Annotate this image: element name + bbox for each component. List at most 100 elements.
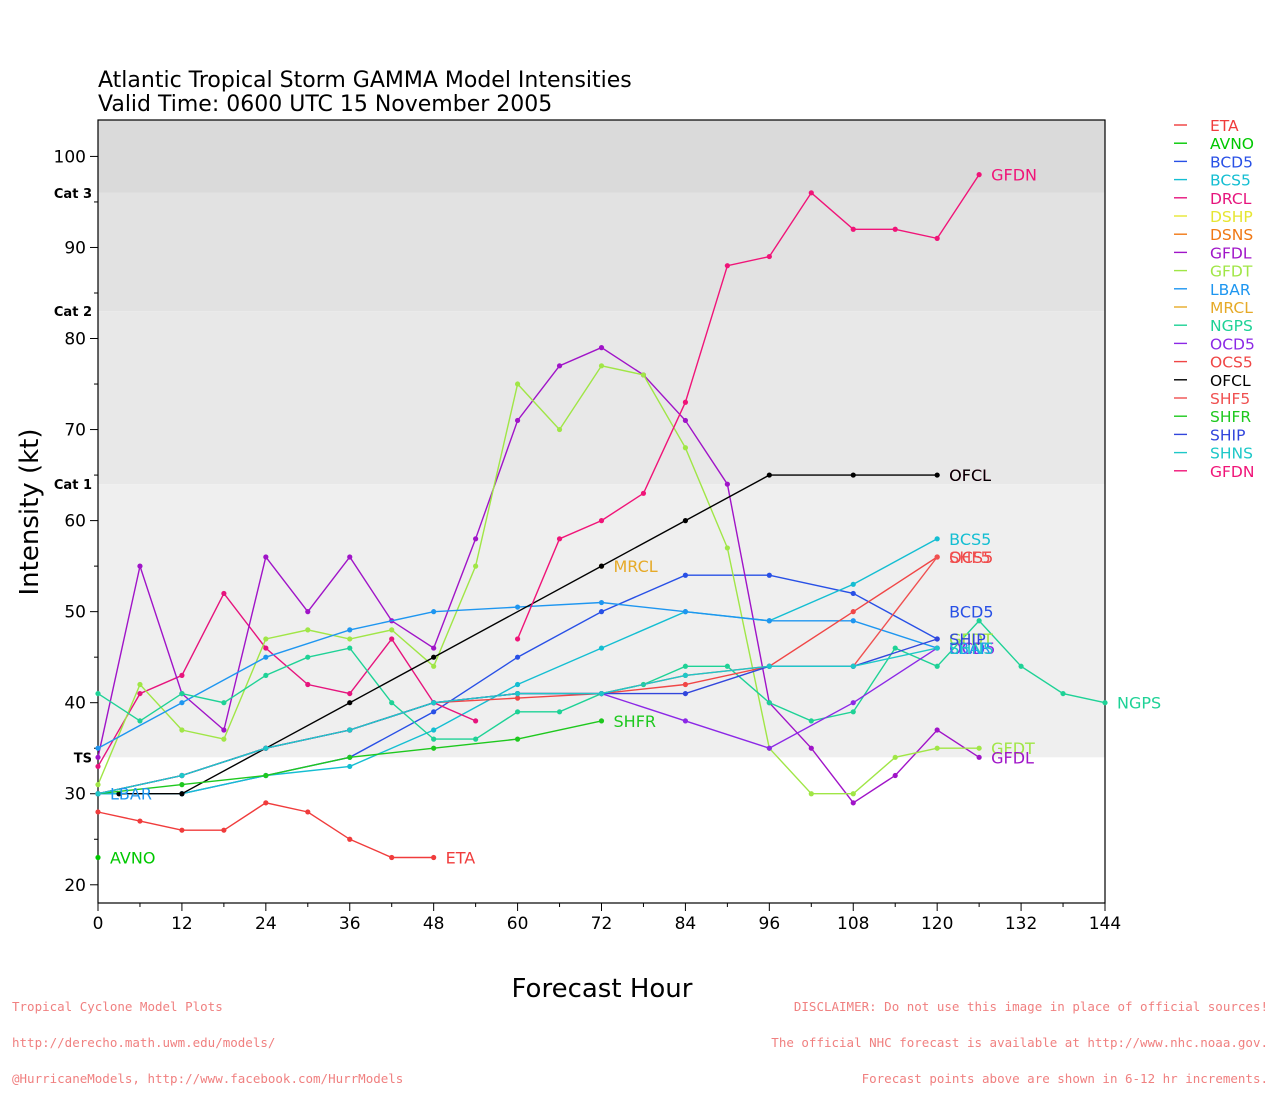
data-point xyxy=(808,718,814,724)
data-point xyxy=(95,690,101,697)
data-point xyxy=(431,663,437,669)
data-point xyxy=(389,854,395,861)
data-point xyxy=(347,636,353,642)
data-point xyxy=(263,672,269,678)
legend-item-label: OCD5 xyxy=(1210,335,1255,353)
series-end-label: OCD5 xyxy=(949,639,995,658)
data-point xyxy=(934,536,940,542)
data-point xyxy=(389,700,395,706)
data-point xyxy=(850,791,856,797)
legend-item-label: LBAR xyxy=(1210,281,1251,299)
legend-item-label: ETA xyxy=(1210,117,1239,135)
legend-item-label: DSHP xyxy=(1210,208,1253,226)
data-point xyxy=(850,618,856,624)
data-point xyxy=(682,609,689,615)
series-end-label: NGPS xyxy=(1117,694,1161,713)
series-end-label: SHFR xyxy=(614,712,657,731)
model-series xyxy=(95,172,1108,861)
data-point xyxy=(766,618,772,624)
series-shns xyxy=(95,645,940,797)
series-end-label: SHF5 xyxy=(949,548,991,567)
legend-item-label: GFDL xyxy=(1210,244,1252,262)
data-point xyxy=(1060,690,1066,697)
data-point xyxy=(263,636,269,642)
category-band xyxy=(98,484,1105,758)
y-tick-label: 80 xyxy=(64,330,86,350)
data-point xyxy=(221,590,227,597)
data-point xyxy=(347,645,353,651)
y-tick-label: 90 xyxy=(64,238,86,258)
legend-item-label: BCS5 xyxy=(1210,172,1251,190)
footer-credits-line[interactable]: http://derecho.math.uwm.edu/models/ xyxy=(12,1035,276,1050)
data-point xyxy=(892,645,898,651)
data-point xyxy=(598,363,605,369)
footer-disclaimer-line[interactable]: The official NHC forecast is available a… xyxy=(771,1035,1268,1050)
data-point xyxy=(850,800,856,806)
data-point xyxy=(556,363,563,369)
y-tick-label: 30 xyxy=(64,785,86,805)
category-label: Cat 3 xyxy=(54,187,92,202)
legend-item-label: SHIP xyxy=(1210,426,1245,444)
data-point xyxy=(347,690,353,697)
x-tick-label: 36 xyxy=(339,914,361,934)
data-point xyxy=(724,545,730,551)
y-tick-label: 20 xyxy=(64,876,86,896)
data-point xyxy=(1018,663,1024,669)
series-end-label: BCS5 xyxy=(949,530,991,549)
data-point xyxy=(95,854,101,861)
data-point xyxy=(347,836,353,842)
data-point xyxy=(724,481,730,487)
data-point xyxy=(766,253,772,260)
legend-item-label: GFDT xyxy=(1210,263,1253,281)
footer-credits-line[interactable]: @HurricaneModels, http://www.facebook.co… xyxy=(12,1071,404,1086)
category-label: TS xyxy=(74,751,92,766)
data-point xyxy=(221,827,227,833)
data-point xyxy=(347,754,353,760)
data-point xyxy=(808,745,814,751)
data-point xyxy=(221,727,227,733)
category-label: Cat 2 xyxy=(54,305,92,320)
data-point xyxy=(263,745,269,751)
data-point xyxy=(431,645,437,651)
series-end-label: GFDT xyxy=(949,630,993,649)
y-tick-label: 50 xyxy=(64,603,86,623)
data-point xyxy=(934,745,940,751)
data-point xyxy=(892,226,898,232)
x-tick-label: 120 xyxy=(921,914,953,934)
series-gfdn xyxy=(514,172,982,642)
data-point xyxy=(347,700,353,706)
data-point xyxy=(850,700,856,706)
data-point xyxy=(934,636,940,642)
data-point xyxy=(682,681,689,688)
data-point xyxy=(682,690,689,697)
data-point xyxy=(473,563,479,569)
data-point xyxy=(473,736,479,742)
legend-item-label: DRCL xyxy=(1210,190,1252,208)
data-point xyxy=(137,681,143,688)
data-point xyxy=(598,518,605,524)
data-point xyxy=(179,782,185,788)
data-point xyxy=(598,609,605,615)
x-tick-label: 12 xyxy=(171,914,193,934)
x-tick-label: 144 xyxy=(1089,914,1121,934)
data-point xyxy=(934,727,940,733)
data-point xyxy=(850,472,856,478)
data-point xyxy=(473,718,479,724)
data-point xyxy=(95,754,101,760)
data-point xyxy=(389,627,395,633)
legend-item-label: BCD5 xyxy=(1210,153,1253,171)
x-tick-label: 72 xyxy=(591,914,613,934)
data-point xyxy=(179,827,185,833)
data-point xyxy=(976,172,982,178)
series-line xyxy=(97,346,980,804)
data-point xyxy=(1102,700,1108,706)
data-point xyxy=(766,572,772,578)
legend-item-label: AVNO xyxy=(1210,135,1254,153)
y-tick-label: 70 xyxy=(64,421,86,441)
chart-title: Atlantic Tropical Storm GAMMA Model Inte… xyxy=(98,68,632,93)
series-eta xyxy=(95,800,437,861)
x-tick-label: 132 xyxy=(1005,914,1037,934)
data-point xyxy=(431,654,437,660)
series-end-label: SHNS xyxy=(949,639,993,658)
data-point xyxy=(682,399,689,405)
